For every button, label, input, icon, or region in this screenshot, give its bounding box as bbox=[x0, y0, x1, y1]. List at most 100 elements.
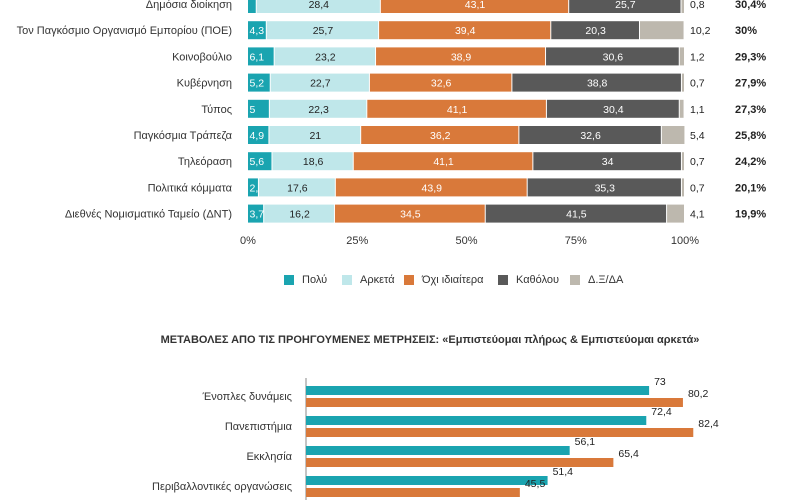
data-label: 39,4 bbox=[455, 25, 476, 37]
data-label: 1,1 bbox=[690, 104, 705, 116]
data-label: 41,1 bbox=[433, 156, 454, 168]
bar-segment bbox=[353, 152, 533, 171]
bar bbox=[306, 428, 694, 437]
data-label: 73 bbox=[654, 376, 666, 388]
category-label: Ένοπλες δυνάμεις bbox=[202, 391, 292, 403]
data-label: 34,5 bbox=[400, 209, 421, 221]
bar-segment bbox=[551, 21, 639, 40]
data-label: 4,9 bbox=[250, 130, 265, 142]
category-label: Εκκλησία bbox=[246, 451, 292, 463]
data-label: 65,4 bbox=[618, 448, 639, 460]
data-label: 35,3 bbox=[595, 182, 616, 194]
data-label: 5,2 bbox=[250, 78, 265, 90]
total-label: 27,3% bbox=[735, 104, 766, 116]
data-label: 5,4 bbox=[690, 130, 705, 142]
category-label: Κυβέρνηση bbox=[177, 78, 232, 90]
bar-segment bbox=[256, 0, 380, 13]
data-label: 28,4 bbox=[309, 0, 330, 11]
bar-segment bbox=[369, 73, 512, 92]
category-label: Κοινοβούλιο bbox=[172, 51, 232, 63]
data-label: 10,2 bbox=[690, 25, 711, 37]
legend-label: Δ.Ξ/ΔΑ bbox=[588, 274, 624, 286]
data-label: 30,6 bbox=[603, 51, 624, 63]
bar-segment bbox=[667, 204, 684, 223]
data-label: 21 bbox=[309, 130, 321, 142]
data-label: 23,2 bbox=[315, 51, 336, 63]
legend-item: Δ.Ξ/ΔΑ bbox=[570, 268, 623, 292]
category-label: Πολιτικά κόμματα bbox=[148, 182, 233, 194]
data-label: 25,7 bbox=[615, 0, 636, 11]
bar-segment bbox=[248, 178, 258, 197]
x-tick-label: 0% bbox=[240, 235, 256, 247]
total-label: 29,3% bbox=[735, 51, 766, 63]
data-label: 22,3 bbox=[308, 104, 329, 116]
category-label: Περιβαλλοντικές οργανώσεις bbox=[152, 481, 292, 493]
data-label: 0,7 bbox=[690, 78, 705, 90]
data-label: 45,5 bbox=[525, 478, 546, 490]
bar-segment bbox=[361, 126, 519, 144]
bar-segment bbox=[335, 178, 527, 197]
bar-segment bbox=[569, 0, 681, 13]
category-label: Πανεπιστήμια bbox=[225, 421, 293, 433]
bar-segment bbox=[546, 47, 679, 66]
legend-swatch bbox=[570, 275, 580, 285]
data-label: 22,7 bbox=[310, 78, 331, 90]
x-tick-label: 75% bbox=[565, 235, 587, 247]
legend-item: Όχι ιδιαίτερα bbox=[404, 268, 483, 292]
bar-segment bbox=[272, 152, 353, 171]
bar-segment bbox=[367, 99, 546, 118]
bar-segment bbox=[533, 152, 681, 171]
bar-segment bbox=[679, 99, 684, 118]
data-label: 1,2 bbox=[690, 51, 705, 63]
legend-label: Πολύ bbox=[302, 274, 328, 286]
data-label: 43,1 bbox=[465, 0, 486, 11]
bar bbox=[306, 488, 520, 497]
data-label: 43,9 bbox=[422, 182, 443, 194]
bar-segment bbox=[258, 178, 335, 197]
data-label: 56,1 bbox=[575, 436, 596, 448]
bar-segment bbox=[527, 178, 681, 197]
total-label: 30,4% bbox=[735, 0, 766, 11]
legend-swatch bbox=[284, 275, 294, 285]
bar bbox=[306, 398, 683, 407]
bar-segment bbox=[519, 126, 661, 144]
bar-segment bbox=[248, 204, 264, 223]
bar-segment bbox=[248, 21, 266, 40]
bar-segment bbox=[248, 152, 272, 171]
legend-swatch bbox=[404, 275, 414, 285]
data-label: 32,6 bbox=[580, 130, 601, 142]
x-tick-label: 25% bbox=[346, 235, 368, 247]
bar-segment bbox=[248, 126, 269, 144]
legend-item: Καθόλου bbox=[498, 268, 559, 292]
bar-segment bbox=[269, 99, 367, 118]
data-label: 30,4 bbox=[603, 104, 624, 116]
data-label: 82,4 bbox=[698, 418, 719, 430]
total-label: 24,2% bbox=[735, 156, 766, 168]
bar-segment bbox=[679, 47, 684, 66]
data-label: 20,3 bbox=[585, 25, 606, 37]
change-chart-title: ΜΕΤΑΒΟΛΕΣ ΑΠΟ ΤΙΣ ΠΡΟΗΓΟΥΜΕΝΕΣ ΜΕΤΡΗΣΕΙΣ… bbox=[160, 334, 700, 346]
x-tick-label: 100% bbox=[671, 235, 699, 247]
chart-legend: Πολύ Αρκετά Όχι ιδιαίτερα Καθόλου Δ.Ξ/ΔΑ bbox=[0, 268, 800, 292]
category-label: Τύπος bbox=[201, 104, 232, 116]
bar bbox=[306, 386, 650, 395]
data-label: 18,6 bbox=[303, 156, 324, 168]
bar-segment bbox=[248, 47, 274, 66]
data-label: 38,9 bbox=[451, 51, 472, 63]
bar-segment bbox=[485, 204, 667, 223]
bar-segment bbox=[376, 47, 546, 66]
data-label: 36,2 bbox=[430, 130, 451, 142]
total-label: 20,1% bbox=[735, 182, 766, 194]
data-label: 80,2 bbox=[688, 388, 709, 400]
bar-segment bbox=[379, 21, 551, 40]
bar-segment bbox=[512, 73, 681, 92]
data-label: 17,6 bbox=[287, 182, 308, 194]
bar-segment bbox=[264, 204, 334, 223]
category-label: Τον Παγκόσμιο Οργανισμό Εμπορίου (ΠΟΕ) bbox=[17, 25, 232, 37]
bar-segment bbox=[248, 99, 269, 118]
total-label: 25,8% bbox=[735, 130, 766, 142]
category-label: Δημόσια διοίκηση bbox=[146, 0, 232, 11]
bar-segment bbox=[681, 73, 684, 92]
bar-segment bbox=[248, 73, 270, 92]
data-label: 41,1 bbox=[447, 104, 468, 116]
